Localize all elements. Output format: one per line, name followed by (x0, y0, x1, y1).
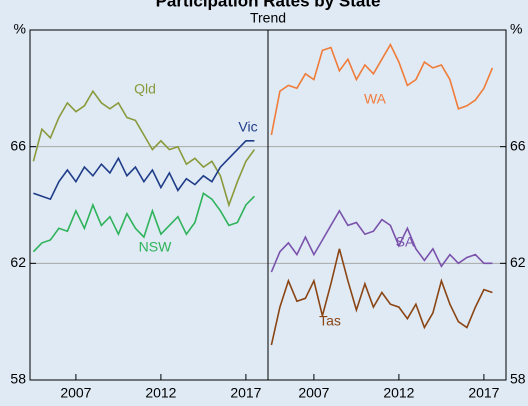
series-label: Qld (134, 81, 156, 97)
series-label: WA (364, 91, 387, 107)
series-line (270, 42, 494, 136)
x-tick-label: 2007 (60, 385, 91, 401)
chart-title: Participation Rates by State (156, 0, 381, 10)
y-tick-label: 58 (510, 371, 526, 387)
series-label: Vic (238, 119, 257, 135)
y-tick-label: 62 (10, 254, 26, 270)
series-line (270, 209, 493, 273)
series-line (33, 140, 255, 201)
y-tick-label: % (14, 21, 26, 37)
series-label: Tas (319, 313, 341, 329)
y-tick-label: 66 (10, 137, 26, 153)
y-tick-label: 62 (510, 254, 526, 270)
series-line (32, 192, 255, 253)
x-tick-label: 2012 (383, 385, 414, 401)
x-tick-label: 2012 (145, 385, 176, 401)
series-label: SA (396, 234, 415, 250)
y-tick-label: 58 (10, 371, 26, 387)
series-line (270, 248, 493, 346)
chart-subtitle: Trend (250, 10, 286, 26)
x-tick-label: 2007 (298, 385, 329, 401)
series-label: NSW (139, 239, 172, 255)
x-tick-label: 2017 (230, 385, 261, 401)
y-tick-label: 66 (510, 137, 526, 153)
y-tick-label: % (510, 21, 522, 37)
x-tick-label: 2017 (468, 385, 499, 401)
